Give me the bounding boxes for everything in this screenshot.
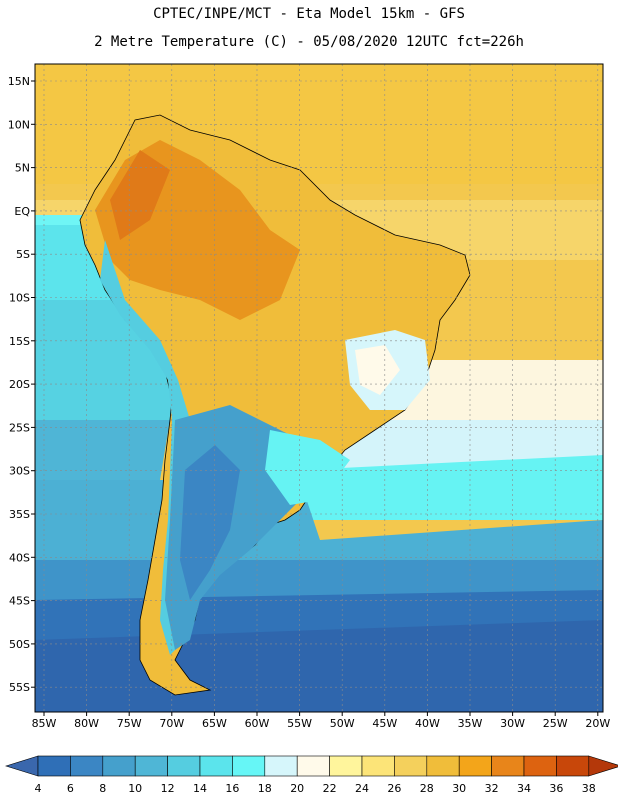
lat-label: 20S	[9, 378, 30, 391]
colorbar-tick-label: 10	[128, 782, 142, 795]
lon-label: 20W	[585, 717, 610, 730]
latitude-labels: 15N 10N 5N EQ 5S 10S 15S 20S 25S 30S 35S 40S 45S 50S 5…	[8, 75, 31, 694]
colorbar-tick-label: 36	[549, 782, 563, 795]
colorbar-swatch	[134, 755, 168, 777]
lon-label: 80W	[74, 717, 99, 730]
colorbar-tick-label: 30	[452, 782, 466, 795]
colorbar-swatch	[232, 755, 266, 777]
lon-label: 25W	[543, 717, 568, 730]
lon-label: 65W	[202, 717, 227, 730]
lon-label: 55W	[287, 717, 312, 730]
lon-label: 50W	[330, 717, 355, 730]
colorbar-swatch	[296, 755, 330, 777]
axis-ticks	[31, 80, 599, 716]
lat-label: 55S	[9, 681, 30, 694]
lon-label: 40W	[415, 717, 440, 730]
lat-label: 50S	[9, 638, 30, 651]
colorbar-swatch	[458, 755, 492, 777]
lat-label: EQ	[14, 205, 30, 218]
longitude-labels: 85W 80W 75W 70W 65W 60W 55W 50W 45W 40W 35W 30W 25W 2…	[32, 717, 611, 730]
colorbar-tick-label: 8	[99, 782, 106, 795]
map-frame	[34, 63, 604, 713]
lat-label: 25S	[9, 421, 30, 434]
colorbar-swatch	[523, 755, 557, 777]
map-field	[35, 64, 603, 712]
lon-label: 35W	[458, 717, 483, 730]
colorbar-tick-label: 14	[193, 782, 207, 795]
lat-label: 5S	[16, 248, 30, 261]
colorbar-min-arrow	[4, 755, 39, 777]
colorbar-tick-label: 32	[485, 782, 499, 795]
lon-label: 45W	[372, 717, 397, 730]
lon-label: 75W	[117, 717, 142, 730]
colorbar-swatch	[426, 755, 460, 777]
map-subtitle: 2 Metre Temperature (C) - 05/08/2020 12U…	[94, 34, 524, 50]
colorbar-tick-label: 20	[290, 782, 304, 795]
colorbar-tick-label: 26	[387, 782, 401, 795]
colorbar-tick-label: 12	[161, 782, 175, 795]
colorbar-tick-label: 24	[355, 782, 369, 795]
map-title: CPTEC/INPE/MCT - Eta Model 15km - GFS	[153, 6, 465, 22]
lat-label: 45S	[9, 595, 30, 608]
colorbar-tick-label: 18	[258, 782, 272, 795]
colorbar-tick-label: 22	[323, 782, 337, 795]
lat-label: 30S	[9, 465, 30, 478]
colorbar-swatch	[556, 755, 590, 777]
lat-label: 35S	[9, 508, 30, 521]
lat-label: 15N	[8, 75, 30, 88]
colorbar-tick-label: 16	[225, 782, 239, 795]
lat-label: 5N	[15, 162, 30, 175]
graticule	[35, 64, 603, 712]
colorbar-swatch	[167, 755, 201, 777]
lat-label: 15S	[9, 335, 30, 348]
colorbar-swatch	[361, 755, 395, 777]
colorbar-swatch	[37, 755, 71, 777]
colorbar-swatch	[70, 755, 104, 777]
colorbar: 4 6 8 10 12 14 16 18 20 22 24 26 28 30 32 34 36 38	[4, 755, 618, 795]
colorbar-swatch	[199, 755, 233, 777]
colorbar-swatch	[394, 755, 428, 777]
lat-label: 10S	[9, 292, 30, 305]
lon-label: 85W	[32, 717, 57, 730]
colorbar-tick-label: 38	[582, 782, 596, 795]
lon-label: 30W	[500, 717, 525, 730]
colorbar-swatch	[102, 755, 136, 777]
lat-label: 10N	[8, 118, 30, 131]
colorbar-tick-label: 34	[517, 782, 531, 795]
colorbar-swatch	[264, 755, 298, 777]
colorbar-swatch	[491, 755, 525, 777]
colorbar-max-arrow	[588, 755, 618, 777]
colorbar-swatch	[329, 755, 363, 777]
colorbar-tick-label: 4	[35, 782, 42, 795]
lat-label: 40S	[9, 551, 30, 564]
lon-label: 60W	[245, 717, 270, 730]
colorbar-tick-label: 28	[420, 782, 434, 795]
colorbar-tick-label: 6	[67, 782, 74, 795]
lon-label: 70W	[159, 717, 184, 730]
